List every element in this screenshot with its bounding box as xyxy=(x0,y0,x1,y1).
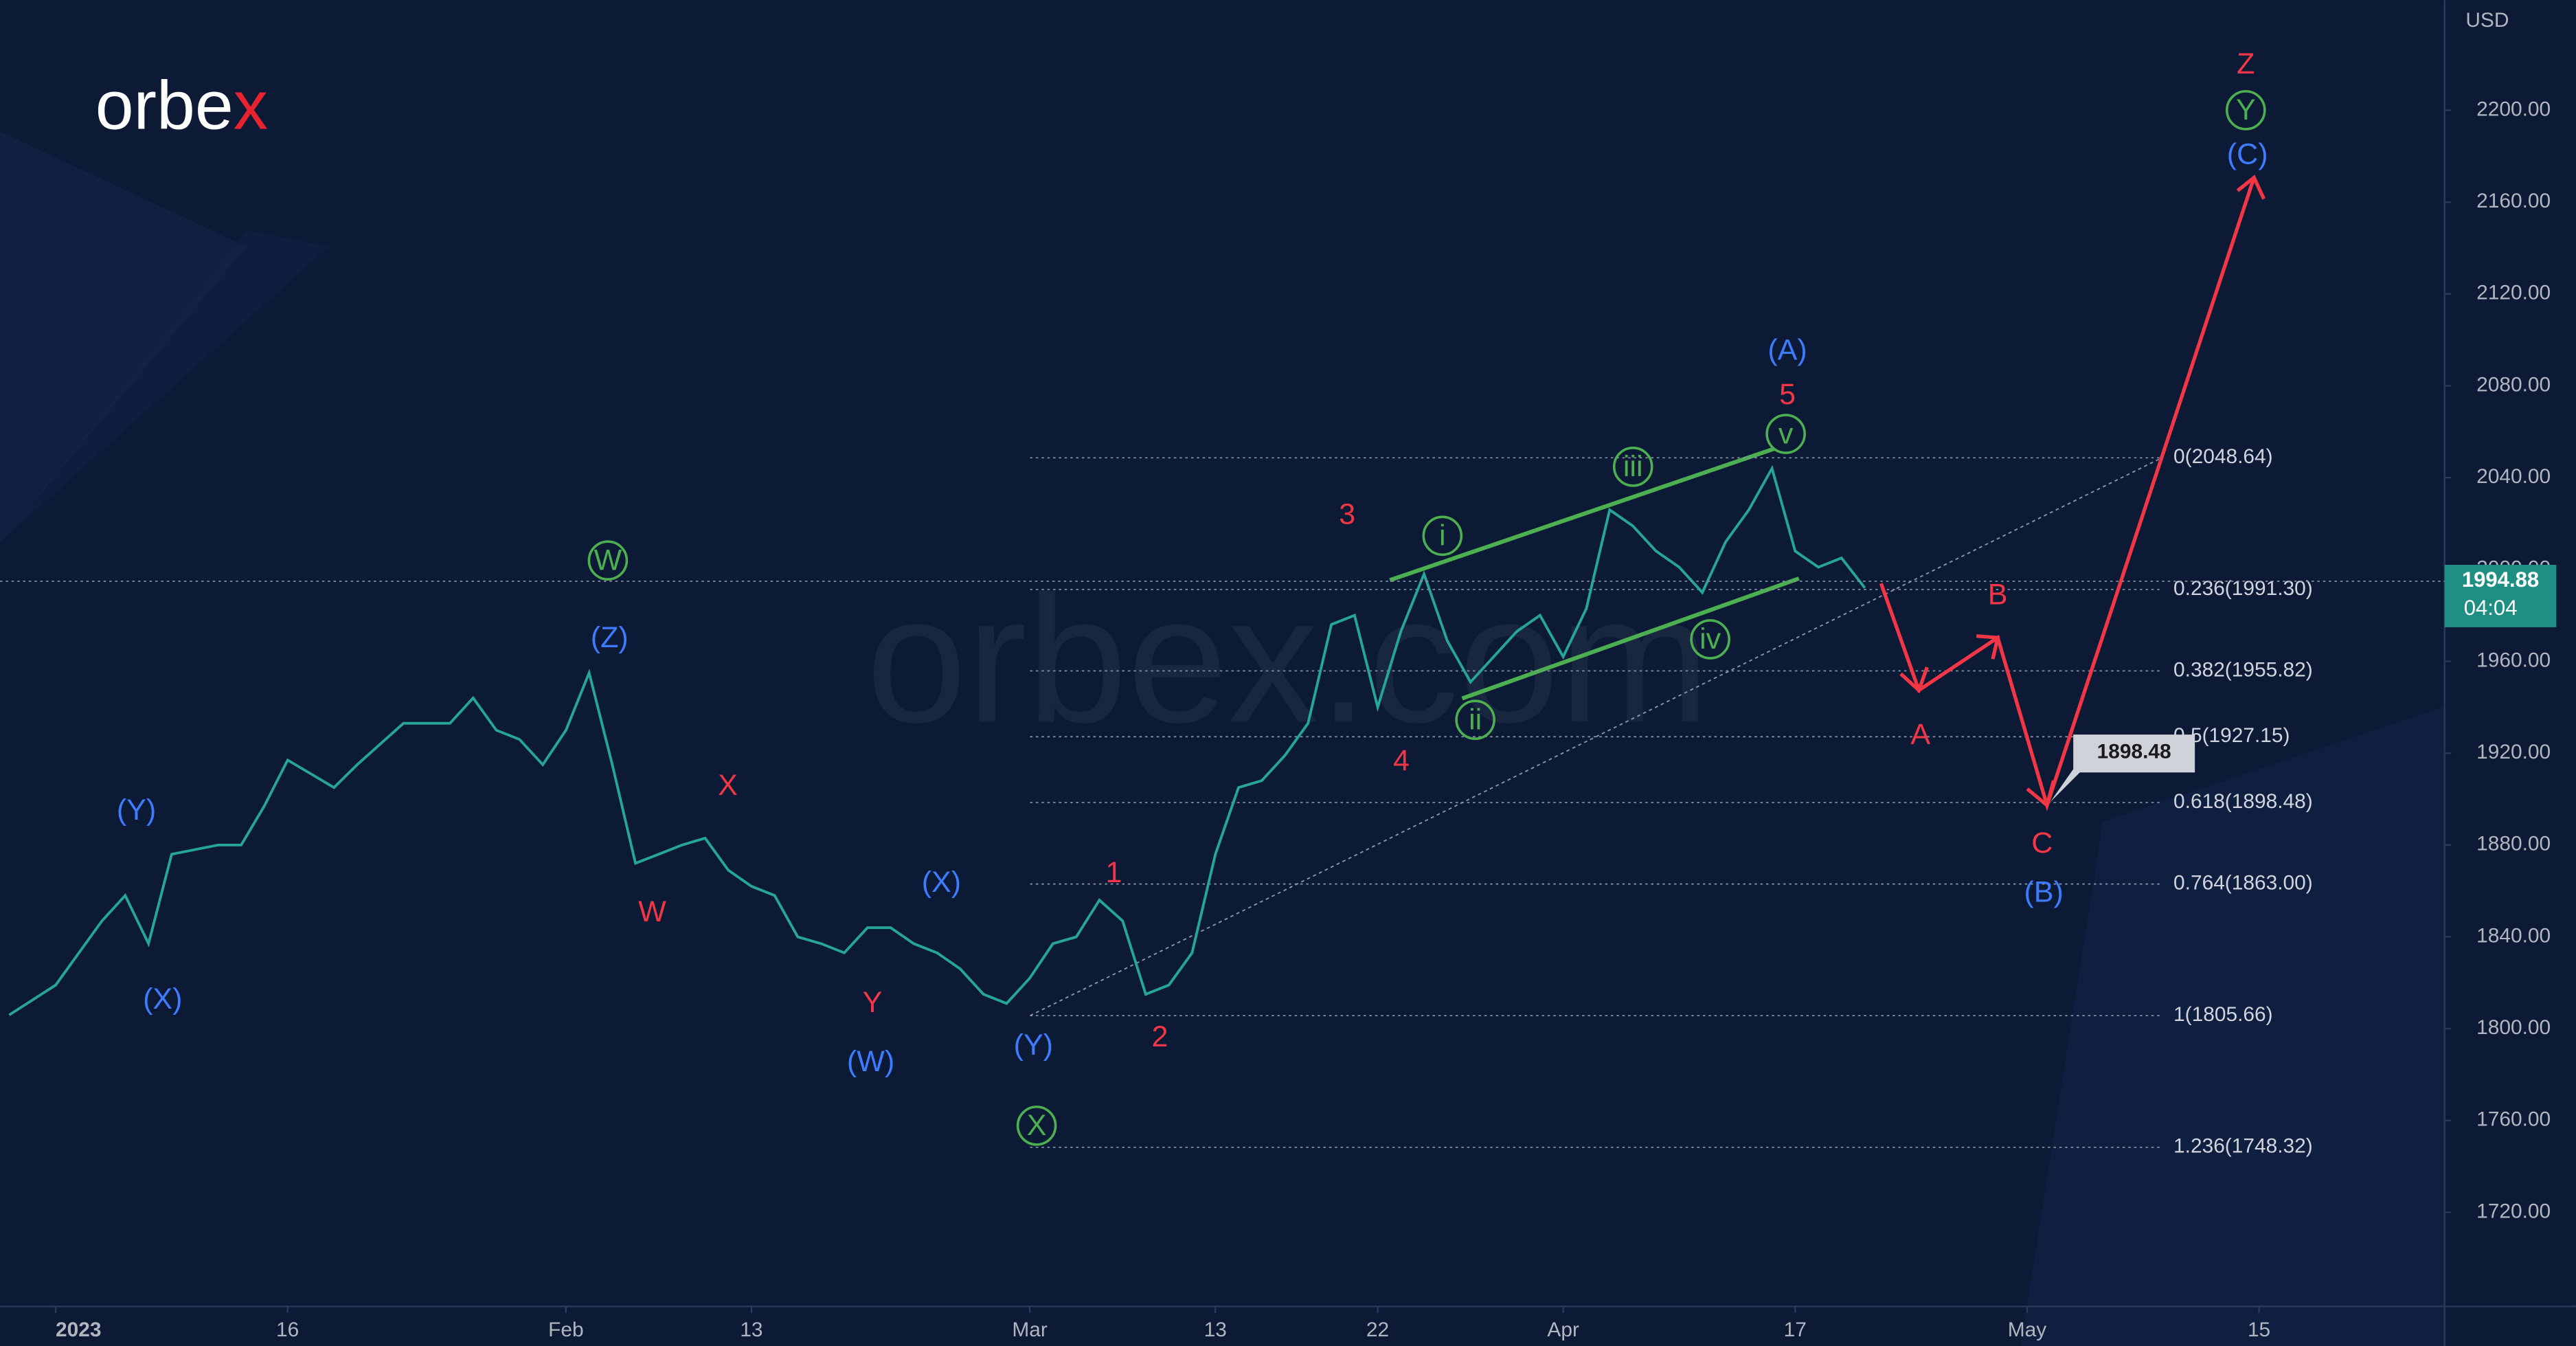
x-tick-label: Feb xyxy=(548,1319,583,1341)
wave-circle xyxy=(1455,699,1495,740)
wave-label: C xyxy=(2031,827,2053,860)
x-tick-label: 22 xyxy=(1366,1319,1389,1341)
y-tick-label: 1880.00 xyxy=(2476,833,2551,855)
y-tick-label: 1960.00 xyxy=(2476,649,2551,671)
wave-label: v xyxy=(1778,417,1794,450)
wave-label: i xyxy=(1439,519,1446,552)
fib-label: 0.5(1927.15) xyxy=(2173,724,2290,747)
decor xyxy=(0,131,247,543)
wave-label: (W) xyxy=(847,1045,894,1078)
logo: orbex xyxy=(95,67,268,144)
wave-label: Y xyxy=(863,986,883,1019)
x-tick-label: 16 xyxy=(276,1319,299,1341)
wave-label: X xyxy=(1027,1109,1047,1142)
wave-label: 3 xyxy=(1339,497,1355,530)
y-tick-label: 2200.00 xyxy=(2476,98,2551,120)
currency: USD xyxy=(2465,9,2509,32)
forecast-arrows xyxy=(1879,175,2266,811)
decor xyxy=(2020,706,2445,1346)
wave-circle xyxy=(1690,619,1730,660)
wave-label: 5 xyxy=(1779,378,1796,411)
wave-label: 2 xyxy=(1151,1020,1168,1053)
wave-label: (B) xyxy=(2024,876,2063,909)
x-tick-label: 2023 xyxy=(56,1319,101,1341)
wave-label: A xyxy=(1910,718,1930,751)
plot xyxy=(8,447,2161,1148)
target-callout: 1898.48 xyxy=(2050,734,2195,803)
y-tick-label: 2080.00 xyxy=(2476,373,2551,396)
y-tick-label: 1720.00 xyxy=(2476,1200,2551,1222)
x-tick-label: Mar xyxy=(1012,1319,1048,1341)
fib-label: 0(2048.64) xyxy=(2173,445,2273,468)
wave-label: Z xyxy=(2237,47,2255,80)
y-tick-label: 2040.00 xyxy=(2476,465,2551,488)
y-tick-label: 2120.00 xyxy=(2476,282,2551,304)
callout-box xyxy=(2050,734,2195,803)
wave-label: 1 xyxy=(1106,856,1122,889)
channel-line xyxy=(1461,576,1800,701)
y-tick-label: 1800.00 xyxy=(2476,1016,2551,1039)
wave-label: X xyxy=(718,769,738,802)
wave-circle xyxy=(2225,90,2266,131)
x-tick-label: 13 xyxy=(740,1319,762,1341)
price-line xyxy=(8,464,1866,1016)
wave-label: iv xyxy=(1699,622,1721,655)
wave-circle xyxy=(587,540,629,581)
fib-label: 0.382(1955.82) xyxy=(2173,658,2313,681)
wave-label: ii xyxy=(1469,703,1482,736)
x-tick-label: Apr xyxy=(1547,1319,1579,1341)
callout-label: 1898.48 xyxy=(2097,740,2171,763)
y-tick-label: 1760.00 xyxy=(2476,1108,2551,1131)
wave-label: (X) xyxy=(922,866,961,899)
x-tick-label: 17 xyxy=(1784,1319,1807,1341)
wave-label: (Z) xyxy=(591,621,629,654)
wave-circle xyxy=(1016,1106,1057,1146)
wave-label: (A) xyxy=(1767,333,1807,366)
x-tick-label: May xyxy=(2008,1319,2047,1341)
decor xyxy=(0,229,329,543)
wave-label: iii xyxy=(1623,450,1643,483)
fib-label: 1(1805.66) xyxy=(2173,1003,2273,1026)
countdown-label: 04:04 xyxy=(2464,596,2518,620)
last-price-box xyxy=(2444,565,2557,627)
fib-label: 0.618(1898.48) xyxy=(2173,790,2313,813)
y-tick-label: 1840.00 xyxy=(2476,924,2551,947)
arrow-head xyxy=(2026,780,2056,809)
fib-label: 0.236(1991.30) xyxy=(2173,577,2313,600)
y-tick-label: 1920.00 xyxy=(2476,741,2551,763)
arrow-head xyxy=(1899,666,1929,694)
wave-label: 4 xyxy=(1393,744,1410,777)
wave-label: (Y) xyxy=(117,794,156,827)
wave-label: (X) xyxy=(143,983,182,1016)
wave-circle xyxy=(1612,447,1653,487)
fib-label: 0.764(1863.00) xyxy=(2173,872,2313,895)
wave-label: B xyxy=(1988,579,2008,612)
fib-label: 1.236(1748.32) xyxy=(2173,1135,2313,1158)
y-tick-label: 2160.00 xyxy=(2476,190,2551,212)
arrow-head xyxy=(2236,175,2266,200)
wave-label: W xyxy=(594,543,622,576)
wave-label: W xyxy=(638,895,666,928)
wave-label: Y xyxy=(2236,93,2256,126)
wave-circle xyxy=(1422,515,1463,557)
x-tick-label: 15 xyxy=(2248,1319,2270,1341)
logo-accent: x xyxy=(234,67,268,144)
x-tick-label: 13 xyxy=(1204,1319,1227,1341)
last-price-label: 1994.88 xyxy=(2462,568,2539,592)
channel-line xyxy=(1389,447,1775,583)
wave-label: (Y) xyxy=(1014,1029,1053,1062)
wave-circle xyxy=(1765,414,1806,454)
arrow-head xyxy=(1976,634,2000,660)
logo-text: orbe xyxy=(95,67,234,144)
wave-label: (C) xyxy=(2227,138,2268,171)
watermark: orbex.com xyxy=(866,558,1710,760)
